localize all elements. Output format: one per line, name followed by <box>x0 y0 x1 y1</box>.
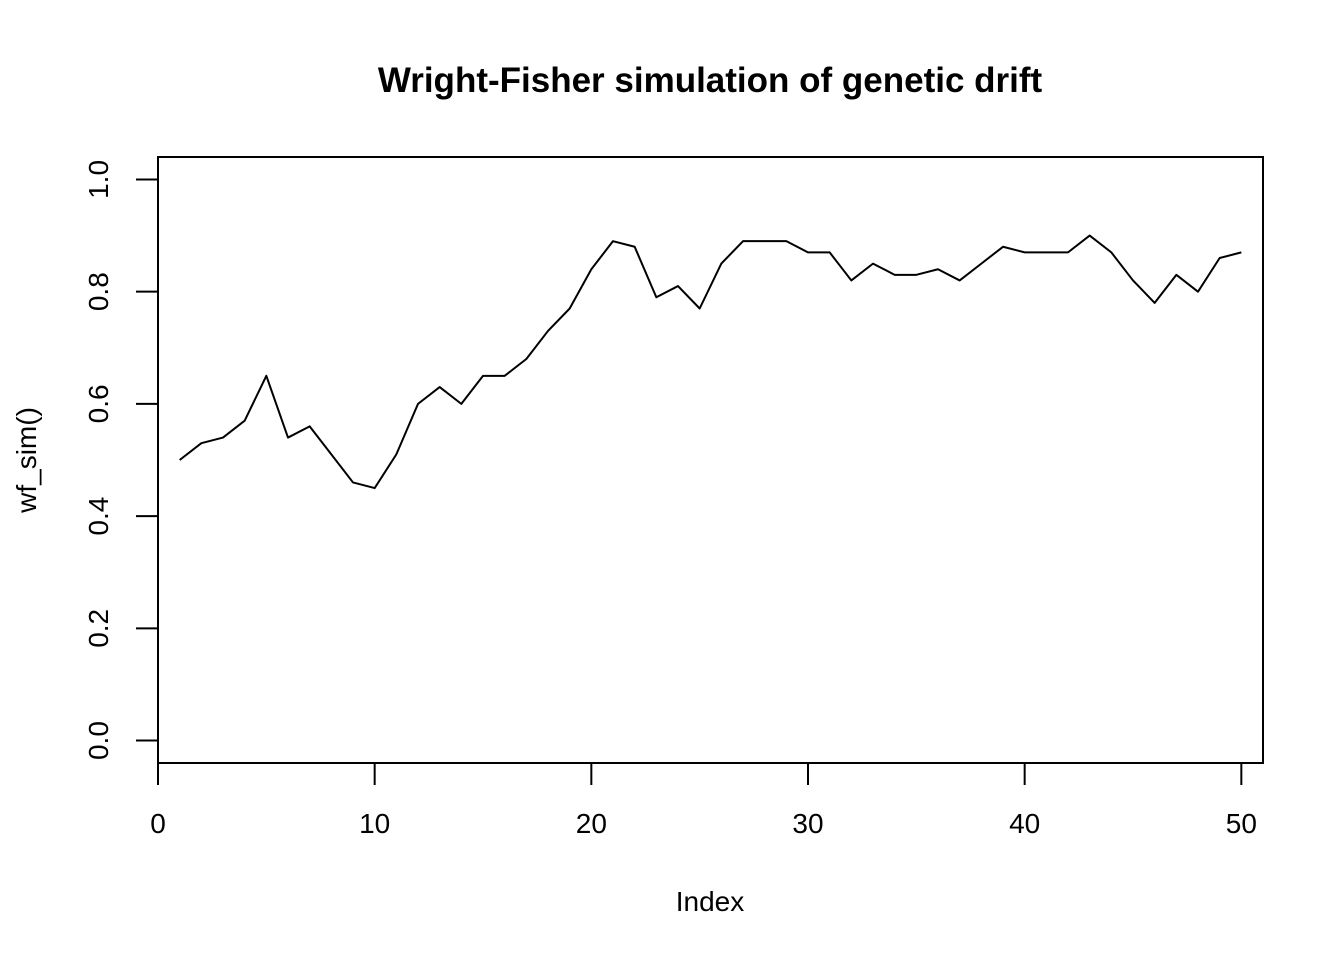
y-axis: 0.0 0.2 0.4 0.6 0.8 1.0 <box>83 160 159 760</box>
x-tick-label: 50 <box>1226 808 1257 839</box>
series-line <box>179 234 1242 490</box>
x-tick-label: 20 <box>576 808 607 839</box>
x-axis-label: Index <box>676 886 745 917</box>
x-tick-label: 40 <box>1009 808 1040 839</box>
x-tick-label: 30 <box>792 808 823 839</box>
y-tick-label: 0.8 <box>83 272 114 311</box>
y-tick-label: 0.0 <box>83 721 114 760</box>
plot-frame <box>157 156 1264 764</box>
y-tick-label: 0.6 <box>83 384 114 423</box>
y-tick-label: 0.2 <box>83 609 114 648</box>
y-tick-label: 1.0 <box>83 160 114 199</box>
chart-title: Wright-Fisher simulation of genetic drif… <box>378 61 1043 100</box>
y-axis-label: wf_sim() <box>11 407 42 514</box>
x-axis: 0 10 20 30 40 50 <box>150 762 1257 839</box>
y-tick-label: 0.4 <box>83 497 114 536</box>
x-tick-label: 0 <box>150 808 166 839</box>
x-tick-label: 10 <box>359 808 390 839</box>
